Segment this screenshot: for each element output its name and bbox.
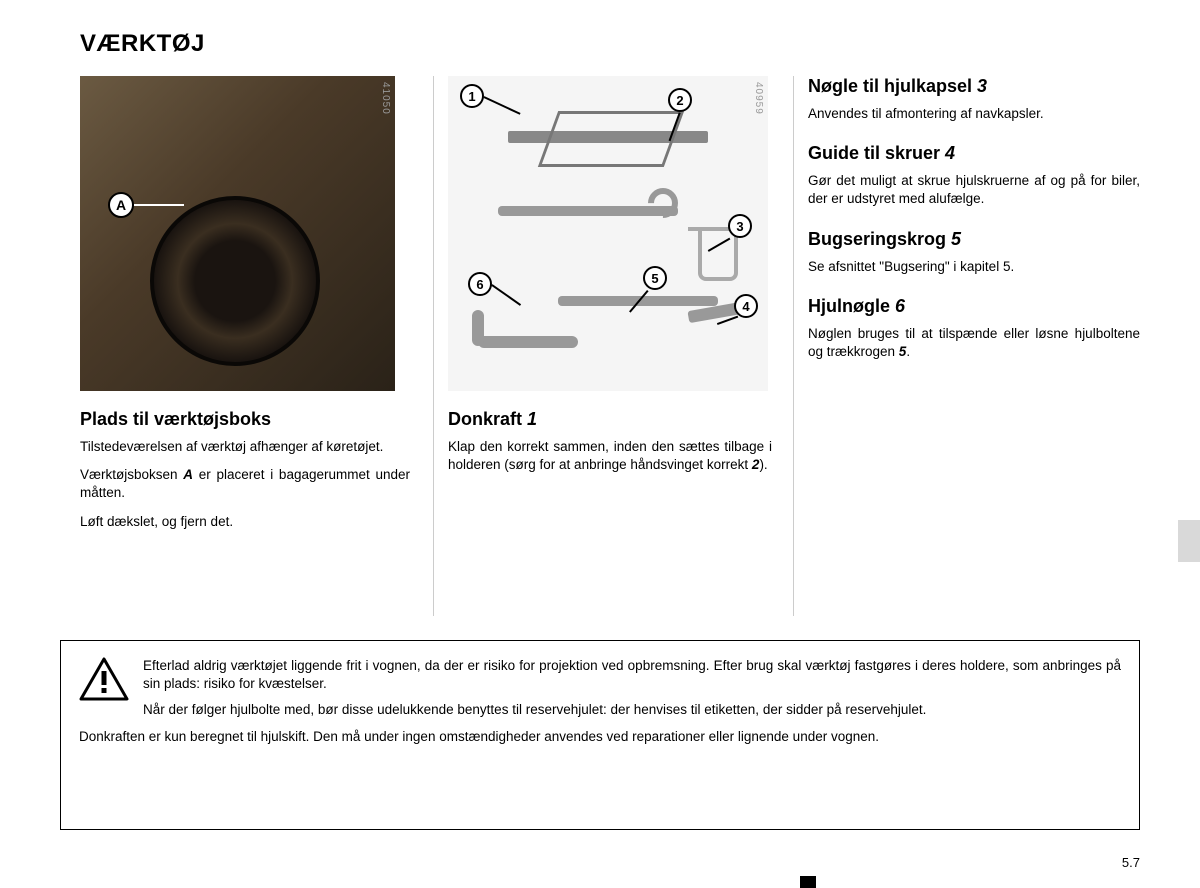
content-columns: 41050 A Plads til værktøjsboks Tilstedev… (80, 76, 1140, 541)
section-heading: Guide til skruer 4 (808, 143, 1140, 164)
body-paragraph: Værktøjsboksen A er placeret i bagagerum… (80, 466, 410, 502)
text-run: Hjulnøgle (808, 296, 895, 316)
section-heading: Plads til værktøjsboks (80, 409, 410, 430)
figure-toolbox-location: 41050 A (80, 76, 395, 391)
body-paragraph: Tilstedeværelsen af værktøj afhænger af … (80, 438, 410, 456)
reference-number: 1 (527, 409, 537, 429)
callout-label: A (108, 192, 134, 218)
body-paragraph: Klap den korrekt sammen, inden den sætte… (448, 438, 772, 474)
warning-box: Efterlad aldrig værktøjet liggende frit … (60, 640, 1140, 830)
section-block: Hjulnøgle 6 Nøglen bruges til at tilspæn… (808, 296, 1140, 361)
warning-paragraph: Donkraften er kun beregnet til hjulskift… (79, 728, 1121, 746)
text-run: Værktøjsboksen (80, 467, 183, 482)
callout-4: 4 (734, 294, 758, 318)
section-block: Nøgle til hjulkapsel 3 Anvendes til afmo… (808, 76, 1140, 123)
text-run: Nøglen bruges til at tilspænde eller løs… (808, 326, 1140, 359)
section-heading: Nøgle til hjulkapsel 3 (808, 76, 1140, 97)
callout-1: 1 (460, 84, 484, 108)
text-run: . (906, 344, 910, 359)
column-left: 41050 A Plads til værktøjsboks Tilstedev… (80, 76, 430, 541)
reference-number: 5 (951, 229, 961, 249)
reference-number: 3 (977, 76, 987, 96)
warning-text: Efterlad aldrig værktøjet liggende frit … (143, 657, 1121, 728)
text-run: Donkraft (448, 409, 527, 429)
column-right: Nøgle til hjulkapsel 3 Anvendes til afmo… (790, 76, 1140, 541)
callout-a: A (108, 192, 184, 218)
column-middle: 40959 1 2 3 4 5 6 (430, 76, 790, 541)
body-paragraph: Nøglen bruges til at tilspænde eller løs… (808, 325, 1140, 361)
callout-leader-line (492, 284, 522, 305)
warning-content: Efterlad aldrig værktøjet liggende frit … (79, 657, 1121, 728)
section-block: Guide til skruer 4 Gør det muligt at skr… (808, 143, 1140, 208)
spare-wheel-graphic (150, 196, 320, 366)
body-paragraph: Anvendes til afmontering af navkapsler. (808, 105, 1140, 123)
text-run: Nøgle til hjulkapsel (808, 76, 977, 96)
callout-leader-line (134, 204, 184, 206)
page-title: VÆRKTØJ (80, 30, 1140, 58)
callout-3: 3 (728, 214, 752, 238)
tow-hook-graphic (642, 182, 684, 224)
body-paragraph: Løft dækslet, og fjern det. (80, 513, 410, 531)
warning-paragraph: Når der følger hjulbolte med, bør disse … (143, 701, 1121, 719)
wheel-wrench-graphic (478, 316, 598, 366)
text-run: Klap den korrekt sammen, inden den sætte… (448, 439, 772, 472)
chapter-tab (1178, 520, 1200, 562)
manual-page: VÆRKTØJ 41050 A Plads til værktøjsboks T… (0, 0, 1200, 888)
callout-2: 2 (668, 88, 692, 112)
warning-paragraph: Efterlad aldrig værktøjet liggende frit … (143, 657, 1121, 693)
callout-5: 5 (643, 266, 667, 290)
section-heading: Donkraft 1 (448, 409, 772, 430)
text-run: Bugseringskrog (808, 229, 951, 249)
image-ref-number: 41050 (380, 82, 391, 115)
text-run: Guide til skruer (808, 143, 945, 163)
reference-number: 4 (945, 143, 955, 163)
image-ref-number: 40959 (753, 82, 764, 115)
callout-6: 6 (468, 272, 492, 296)
warning-icon (79, 657, 129, 701)
hubcap-key-graphic (698, 231, 738, 281)
body-paragraph: Se afsnittet "Bugsering" i kapitel 5. (808, 258, 1140, 276)
crop-mark (800, 876, 816, 888)
reference-letter: A (183, 467, 193, 482)
figure-tools: 40959 1 2 3 4 5 6 (448, 76, 768, 391)
section-heading: Bugseringskrog 5 (808, 229, 1140, 250)
section-heading: Hjulnøgle 6 (808, 296, 1140, 317)
page-number: 5.7 (1122, 855, 1140, 870)
text-run: ). (759, 457, 767, 472)
section-block: Bugseringskrog 5 Se afsnittet "Bugsering… (808, 229, 1140, 276)
reference-number: 6 (895, 296, 905, 316)
body-paragraph: Gør det muligt at skrue hjulskruerne af … (808, 172, 1140, 208)
